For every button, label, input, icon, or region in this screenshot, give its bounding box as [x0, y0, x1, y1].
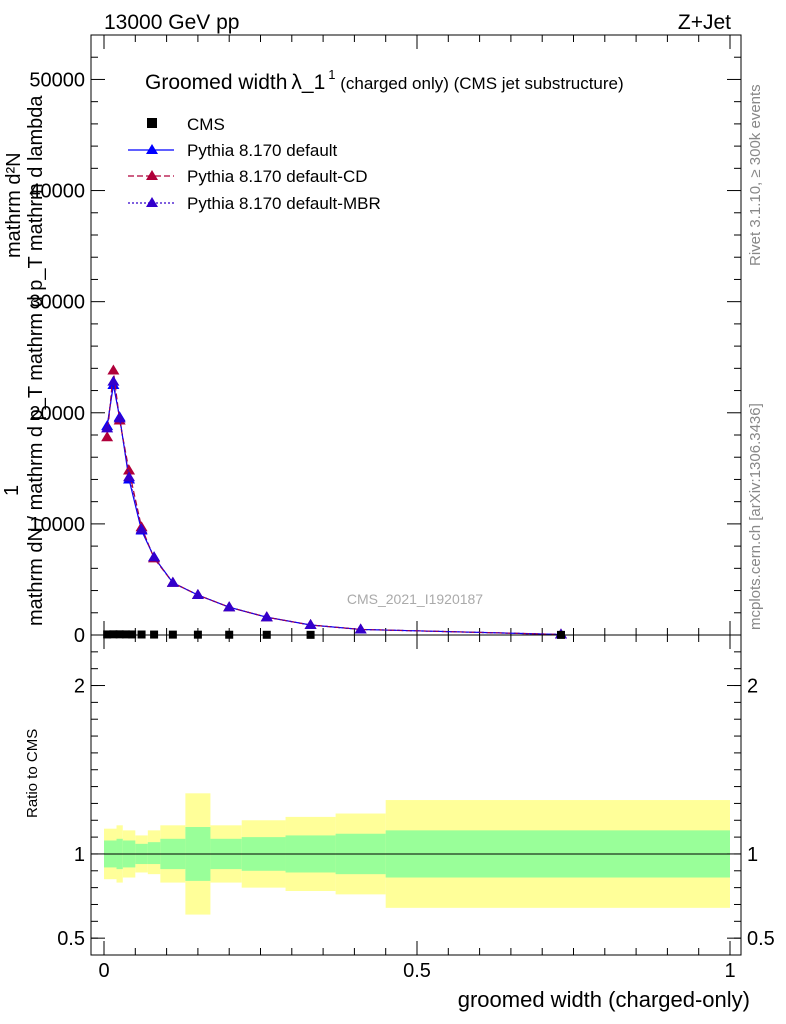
- series-pythia-default-mbr-line: [106, 381, 561, 636]
- ratio-y-tick-label-right: 1: [747, 844, 758, 866]
- y-tick-label: 40000: [29, 181, 85, 203]
- series-pythia-default-mbr-point: [123, 471, 136, 482]
- header-energy: 13000 GeV pp: [104, 11, 239, 34]
- series-pythia-default-mbr-point: [107, 375, 120, 386]
- data-series: [101, 364, 567, 639]
- y-axis-label-denominator: mathrm dN / mathrm d p_T mathrm d p_T ma…: [25, 95, 47, 626]
- cms-data-point: [121, 630, 130, 639]
- series-pythia-default-mbr-point: [148, 551, 161, 562]
- ratio-axis-ticks: 0.5 0.5 1 1 2 2 0 0.5 1: [57, 635, 775, 982]
- ratio-plot-frame: [90, 634, 742, 956]
- main-axis-ticks: 0 10000 20000 30000 40000 50000: [29, 34, 741, 647]
- x-tick-label: 0.5: [403, 960, 431, 982]
- series-pythia-default-mbr-point: [223, 601, 236, 612]
- cms-data-point: [128, 630, 137, 639]
- legend-marker-default: [146, 144, 158, 154]
- legend-label-default-cd: Pythia 8.170 default-CD: [187, 167, 368, 186]
- series-pythia-default-line: [106, 384, 561, 636]
- y-axis-label-d2n: mathrm d²N: [3, 152, 25, 258]
- x-axis-label: groomed width (charged-only): [458, 987, 750, 1012]
- legend-entry-default-mbr: Pythia 8.170 default-MBR: [128, 194, 381, 213]
- x-tick-label: 1: [724, 960, 735, 982]
- legend-entry-cms: CMS: [147, 115, 225, 134]
- series-pythia-default-mbr-point: [191, 589, 204, 599]
- y-tick-label: 30000: [29, 292, 85, 314]
- series-pythia-default-mbr-point: [166, 576, 179, 587]
- ratio-y-tick-label: 2: [74, 676, 85, 698]
- series-pythia-default-mbr-point: [304, 619, 317, 629]
- title-main: Groomed width: [145, 71, 287, 94]
- rivet-version-label: Rivet 3.1.10, ≥ 300k events: [747, 84, 764, 266]
- legend-label-default: Pythia 8.170 default: [187, 141, 338, 160]
- ratio-uncertainty-bands: [104, 793, 730, 915]
- series-pythia-default-cd-point: [101, 431, 114, 442]
- y-axis-label-numerator: 1: [1, 485, 23, 496]
- mcplots-label: mcplots.cern.ch [arXiv:1306.3436]: [747, 403, 764, 630]
- series-pythia-default-cd-point: [123, 464, 136, 475]
- series-pythia-default-cd-line: [106, 370, 561, 636]
- legend-marker-default-cd: [146, 170, 158, 180]
- analysis-watermark: CMS_2021_I1920187: [347, 591, 483, 607]
- y-tick-label: 50000: [29, 69, 85, 91]
- ratio-y-tick-label-right: 2: [747, 676, 758, 698]
- legend: CMS Pythia 8.170 default Pythia 8.170 de…: [128, 115, 381, 213]
- legend-entry-default-cd: Pythia 8.170 default-CD: [128, 167, 368, 186]
- plot-title: Groomed width λ_1 1 (charged only) (CMS je…: [145, 67, 624, 94]
- ratio-y-tick-label: 1: [74, 844, 85, 866]
- title-rest: (charged only) (CMS jet substructure): [336, 74, 624, 93]
- legend-entry-default: Pythia 8.170 default: [128, 141, 338, 160]
- title-superscript: 1: [328, 67, 335, 82]
- cms-data-point: [109, 630, 118, 639]
- x-tick-label: 0: [98, 960, 109, 982]
- cms-data-point: [115, 630, 124, 639]
- title-lambda: λ_1: [291, 71, 325, 94]
- header-process: Z+Jet: [678, 11, 731, 34]
- series-pythia-default-mbr-point: [101, 422, 114, 433]
- ratio-y-tick-label: 0.5: [57, 928, 85, 950]
- series-pythia-default-mbr-point: [354, 623, 367, 634]
- cms-data-point: [103, 630, 112, 639]
- ratio-y-axis-label: Ratio to CMS: [24, 729, 41, 818]
- ratio-y-tick-label-right: 0.5: [747, 928, 775, 950]
- y-tick-label: 10000: [29, 514, 85, 536]
- y-tick-label: 20000: [29, 403, 85, 425]
- series-pythia-default-mbr-point: [135, 523, 148, 534]
- y-tick-label: 0: [74, 625, 85, 647]
- series-pythia-default-mbr-point: [113, 412, 126, 423]
- legend-label-default-mbr: Pythia 8.170 default-MBR: [187, 194, 381, 213]
- series-pythia-default-mbr-point: [260, 611, 273, 622]
- ratio-band-green: [147, 842, 161, 865]
- series-pythia-default-cd-point: [107, 364, 120, 375]
- legend-marker-cms: [147, 118, 157, 128]
- legend-label-cms: CMS: [187, 115, 225, 134]
- legend-marker-default-mbr: [146, 197, 158, 207]
